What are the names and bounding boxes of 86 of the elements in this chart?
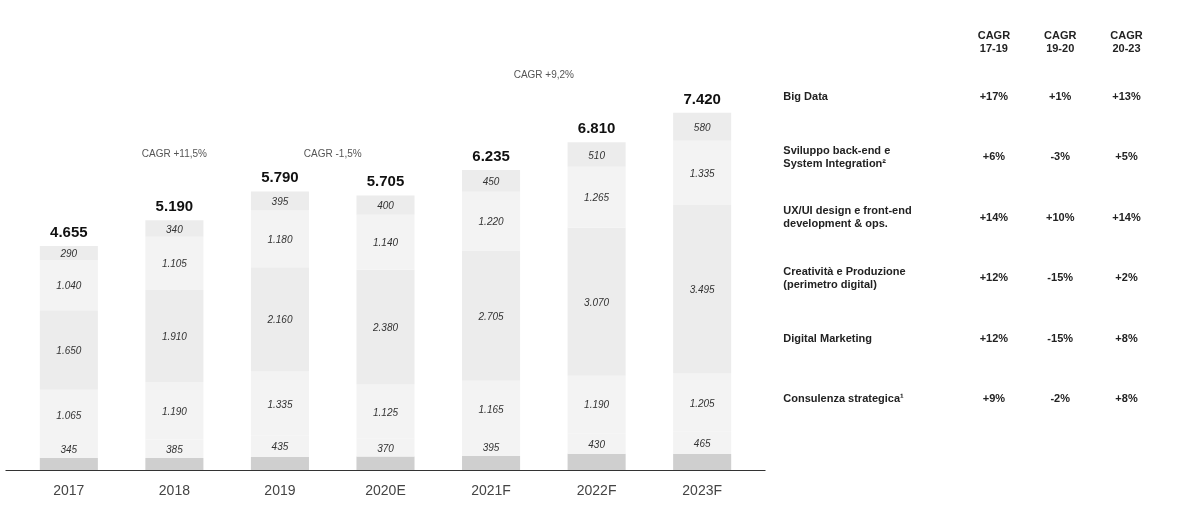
total-label: 5.190: [155, 197, 194, 215]
data-label: 370: [377, 442, 395, 454]
text: +1%: [1049, 90, 1072, 103]
data-label: 1.335: [267, 398, 293, 410]
data-label: 1.040: [56, 280, 82, 292]
bar: [356, 456, 415, 471]
data-label: 1.650: [56, 344, 82, 356]
data-label: 435: [271, 441, 289, 453]
category-label: UX/UI design e front-end development & ops.: [783, 204, 912, 230]
data-label: 450: [482, 175, 500, 187]
text: CAGR +9,2%: [513, 69, 575, 81]
bar: [250, 456, 309, 471]
data-label: 1.335: [689, 167, 716, 179]
text: +9%: [982, 392, 1006, 405]
data-label: 395: [271, 195, 289, 207]
category-label: Digital Marketing: [783, 331, 872, 344]
data-label: 580: [693, 121, 711, 133]
data-label: 1.205: [689, 397, 716, 409]
category-label: Sviluppo back-end e System Integration²: [783, 143, 891, 170]
data-label: 1.125: [372, 406, 399, 418]
data-label: 1.065: [56, 410, 82, 422]
data-label: 2.705: [477, 310, 505, 322]
x-tick-label: 2023F: [682, 481, 723, 498]
text: +14%: [979, 210, 1009, 223]
data-label: 1.105: [161, 258, 188, 270]
total-label: 7.420: [683, 89, 721, 107]
data-label: 1.190: [161, 405, 188, 417]
text: +12%: [979, 331, 1009, 344]
text: +8%: [1115, 392, 1138, 405]
data-label: 345: [60, 444, 78, 456]
total-label: 5.705: [366, 172, 405, 190]
data-label: 1.265: [584, 192, 610, 204]
data-label: 395: [482, 441, 500, 453]
category-label: Consulenza strategica¹: [783, 392, 904, 405]
category-label: CAGR 17-19: [977, 29, 1011, 55]
text: +14%: [1112, 210, 1141, 223]
bar: [673, 454, 732, 471]
text: +17%: [979, 90, 1009, 103]
x-tick-label: 2021F: [471, 481, 511, 498]
annotation: CAGR +11,5%: [141, 147, 208, 159]
data-label: 400: [377, 200, 395, 212]
data-label: 1.190: [584, 399, 610, 411]
x-tick-label: 2018: [158, 481, 191, 498]
total-label: 5.790: [261, 168, 299, 186]
category-label: Big Data: [783, 90, 828, 103]
data-label: 290: [59, 248, 78, 260]
data-label: 2.160: [266, 314, 293, 326]
text: +2%: [1115, 271, 1138, 284]
text: -15%: [1047, 271, 1074, 284]
x-tick-label: 2022F: [576, 481, 617, 498]
data-label: 1.140: [372, 237, 399, 249]
data-label: 2.380: [371, 322, 399, 334]
bar: [39, 457, 98, 471]
data-label: 1.165: [478, 403, 505, 415]
text: +5%: [1115, 150, 1138, 163]
data-label: 510: [588, 149, 606, 161]
x-tick-label: 2017: [53, 481, 85, 498]
data-label: 3.070: [584, 296, 610, 308]
text: +8%: [1115, 331, 1138, 344]
text: -2%: [1050, 392, 1070, 405]
data-label: 430: [588, 438, 606, 450]
category-label: CAGR 20-23: [1110, 29, 1143, 55]
text: +12%: [979, 271, 1009, 284]
text: +13%: [1112, 90, 1141, 103]
text: -15%: [1047, 331, 1074, 344]
annotation: CAGR -1,5%: [303, 147, 362, 159]
text: +6%: [982, 150, 1006, 163]
data-label: 340: [166, 223, 184, 235]
bar: [145, 457, 204, 471]
total-label: 4.655: [50, 222, 88, 240]
data-label: 465: [693, 437, 711, 449]
data-label: 1.180: [267, 233, 293, 245]
x-tick-label: 2019: [264, 481, 296, 498]
total-label: 6.235: [472, 146, 510, 164]
bar: [462, 456, 521, 471]
x-tick-label: 2020E: [365, 481, 406, 498]
data-label: 385: [166, 443, 184, 455]
data-label: 1.910: [161, 331, 188, 342]
text: +10%: [1045, 210, 1075, 223]
text: -3%: [1050, 150, 1070, 163]
bar: [567, 453, 626, 471]
total-label: 6.810: [577, 118, 616, 136]
category-label: CAGR 19-20: [1044, 29, 1077, 55]
data-label: 1.220: [478, 216, 505, 228]
category-label: Creatività e Produzione (perimetro digital): [783, 264, 906, 290]
data-label: 3.495: [689, 284, 716, 296]
